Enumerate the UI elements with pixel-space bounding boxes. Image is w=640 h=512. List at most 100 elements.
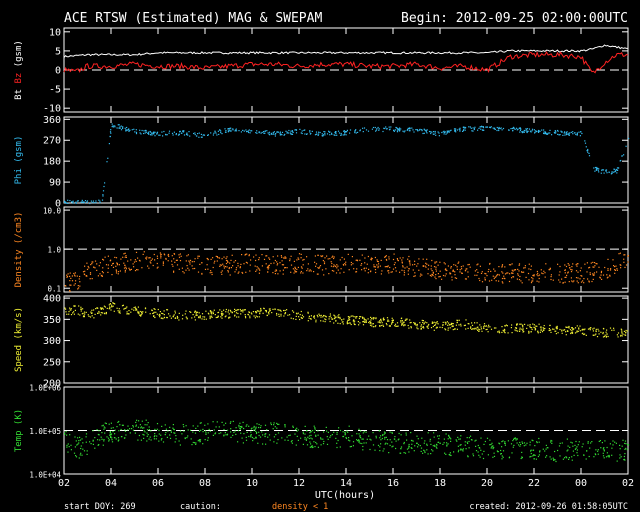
data-point [146,440,148,442]
data-point [616,460,618,462]
data-point [479,324,481,326]
data-point [451,279,453,281]
data-point [498,330,500,332]
data-point [382,130,384,133]
data-point [556,327,558,329]
data-point [108,439,110,441]
data-point [474,270,476,272]
data-point [155,311,157,313]
data-point [623,254,625,256]
data-point [455,439,457,441]
data-point [538,274,541,276]
data-point [465,127,467,129]
data-point [394,129,396,131]
y-tick-label: 250 [43,357,61,368]
data-point [286,436,288,438]
data-point [501,331,503,333]
data-point [572,281,574,283]
data-point [433,266,436,268]
data-point [557,332,559,334]
data-point [183,130,185,132]
data-point [215,316,217,319]
data-point [375,317,377,319]
data-point [324,133,326,135]
data-point [566,330,569,332]
data-point [71,201,73,203]
data-point [315,434,317,436]
data-point [448,434,450,436]
data-point [423,442,425,444]
data-point [603,447,605,449]
data-point [434,444,436,446]
data-point [361,254,363,256]
data-point [555,326,557,328]
data-point [616,268,618,270]
data-point [245,436,247,438]
data-point [553,131,555,133]
data-point [106,307,108,309]
data-point [304,433,306,435]
data-point [194,258,196,260]
data-point [387,266,389,268]
data-point [551,440,553,442]
y-tick-label: 400 [43,294,61,305]
data-point [501,441,503,443]
data-point [506,272,508,274]
data-point [625,443,627,445]
data-point [601,278,603,280]
data-point [137,269,139,271]
data-point [340,132,342,135]
data-point [250,435,252,437]
data-point [134,259,136,261]
data-point [102,267,104,269]
data-point [408,130,410,132]
data-point [283,257,285,259]
data-point [389,439,391,441]
data-point [364,270,366,272]
data-point [469,435,472,437]
data-point [450,273,452,275]
data-point [244,315,247,318]
data-point [543,328,545,330]
data-point [410,327,412,329]
data-point [250,431,252,433]
data-point [483,323,486,325]
data-point [230,259,232,261]
data-point [564,281,566,283]
data-point [96,263,98,265]
data-point [403,452,405,454]
data-point [209,272,211,274]
data-point [198,132,200,134]
data-point [329,320,331,323]
data-point [435,322,437,324]
data-point [102,259,105,261]
data-point [413,131,415,133]
data-point [459,438,461,440]
data-point [448,435,450,437]
data-point [494,270,496,272]
data-point [266,314,268,317]
data-point [449,452,451,454]
data-point [172,134,174,136]
data-point [598,333,600,335]
data-point [517,268,519,270]
data-point [583,333,585,336]
data-point [67,199,69,201]
data-point [536,441,538,443]
data-point [604,334,606,336]
data-point [432,272,434,274]
data-point [344,433,347,435]
data-point [459,129,461,131]
data-point [348,437,350,439]
data-point [270,262,272,265]
data-point [429,438,431,440]
x-tick-label: 00 [575,478,587,489]
data-point [135,251,138,253]
data-point [446,269,448,272]
data-point [501,266,503,268]
data-point [626,449,628,451]
data-point [255,259,257,262]
data-point [471,324,474,326]
data-point [596,271,598,273]
data-point [313,431,315,434]
